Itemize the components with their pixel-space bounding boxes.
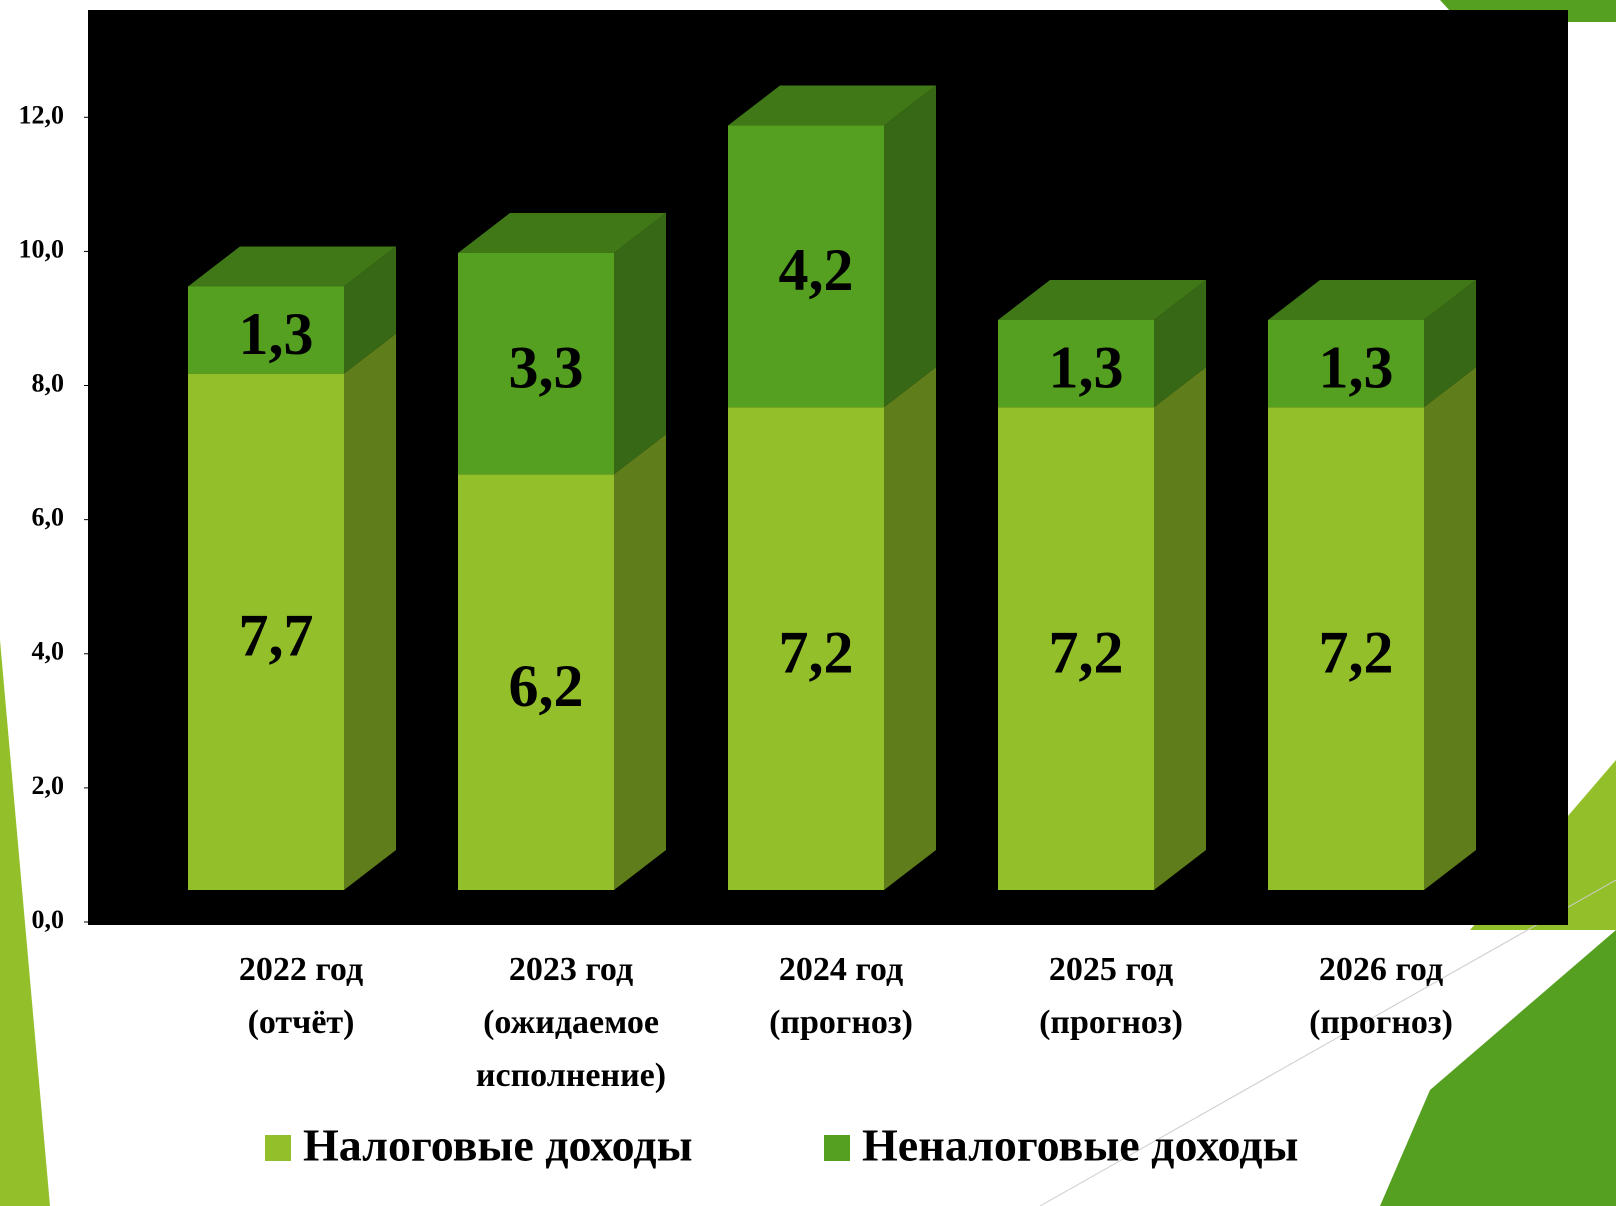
bar-front — [458, 252, 614, 475]
y-tick-label: 6,0 — [32, 503, 65, 532]
bar-side — [614, 434, 666, 890]
bar-front — [1268, 320, 1424, 408]
bar-side — [1424, 367, 1476, 890]
decoration — [1380, 930, 1616, 1206]
value-label: 7,2 — [1049, 619, 1124, 685]
y-tick-label: 12,0 — [19, 100, 65, 129]
y-tick-label: 2,0 — [32, 771, 65, 800]
legend-label: Налоговые доходы — [303, 1120, 693, 1171]
value-label: 1,3 — [1319, 334, 1394, 400]
bar — [188, 246, 396, 374]
bar-side — [1424, 280, 1476, 408]
bar-side — [614, 212, 666, 475]
bar — [728, 85, 936, 408]
x-tick-label: 2022 год (отчёт) — [239, 951, 363, 1041]
bar-side — [1154, 367, 1206, 890]
bar-front — [188, 286, 344, 374]
bar-side — [884, 85, 936, 408]
value-label: 4,2 — [779, 237, 854, 303]
x-tick-label: 2025 год (прогноз) — [1039, 951, 1183, 1041]
bar-front — [188, 373, 344, 890]
value-label: 7,2 — [779, 619, 854, 685]
y-tick-label: 8,0 — [32, 368, 65, 397]
bar — [1268, 367, 1476, 890]
value-label: 1,3 — [239, 301, 314, 367]
bar-side — [344, 246, 396, 374]
legend-swatch — [824, 1135, 850, 1161]
bar-top — [188, 246, 396, 287]
bar — [728, 367, 936, 890]
bar-side — [1154, 280, 1206, 408]
decoration — [0, 640, 50, 1206]
x-tick-label: 2026 год (прогноз) — [1309, 951, 1453, 1041]
bar-front — [1268, 407, 1424, 890]
bar-front — [998, 407, 1154, 890]
bar — [998, 280, 1206, 408]
value-label: 6,2 — [509, 653, 584, 719]
bar — [998, 367, 1206, 890]
legend-swatch — [265, 1135, 291, 1161]
bar-side — [344, 333, 396, 890]
bar-front — [998, 320, 1154, 408]
legend-label: Неналоговые доходы — [862, 1120, 1298, 1171]
y-tick-label: 4,0 — [32, 637, 65, 666]
x-tick-line: 2024 год — [779, 951, 903, 988]
bar-top — [728, 85, 936, 126]
bar — [1268, 280, 1476, 408]
value-label: 7,2 — [1319, 619, 1394, 685]
x-tick-line: (прогноз) — [1309, 1004, 1453, 1041]
bar-front — [458, 474, 614, 890]
value-label: 7,7 — [239, 603, 314, 669]
bar — [188, 333, 396, 890]
y-tick-label: 10,0 — [19, 234, 65, 263]
bar-side — [884, 367, 936, 890]
bar-front — [728, 125, 884, 408]
x-tick-line: 2026 год — [1319, 951, 1443, 988]
bar — [458, 434, 666, 890]
x-tick-line: (прогноз) — [1039, 1004, 1183, 1041]
x-tick-line: (прогноз) — [769, 1004, 913, 1041]
bar-top — [998, 280, 1206, 320]
x-tick-line: исполнение) — [476, 1057, 666, 1094]
value-label: 1,3 — [1049, 334, 1124, 400]
x-tick-line: 2025 год — [1049, 951, 1173, 988]
value-label: 3,3 — [509, 334, 584, 400]
x-tick-label: 2023 год (ожидаемое исполнение) — [476, 951, 666, 1094]
x-tick-line: (ожидаемое — [483, 1004, 659, 1041]
bar-front — [728, 407, 884, 890]
x-tick-line: (отчёт) — [248, 1004, 355, 1041]
x-tick-label: 2024 год (прогноз) — [769, 951, 913, 1041]
x-tick-line: 2022 год — [239, 951, 363, 988]
x-tick-line: 2023 год — [509, 951, 633, 988]
y-tick-label: 0,0 — [32, 905, 65, 934]
bar-top — [1268, 280, 1476, 320]
bar — [458, 212, 666, 475]
bar-top — [458, 212, 666, 253]
decoration — [1039, 879, 1616, 1206]
